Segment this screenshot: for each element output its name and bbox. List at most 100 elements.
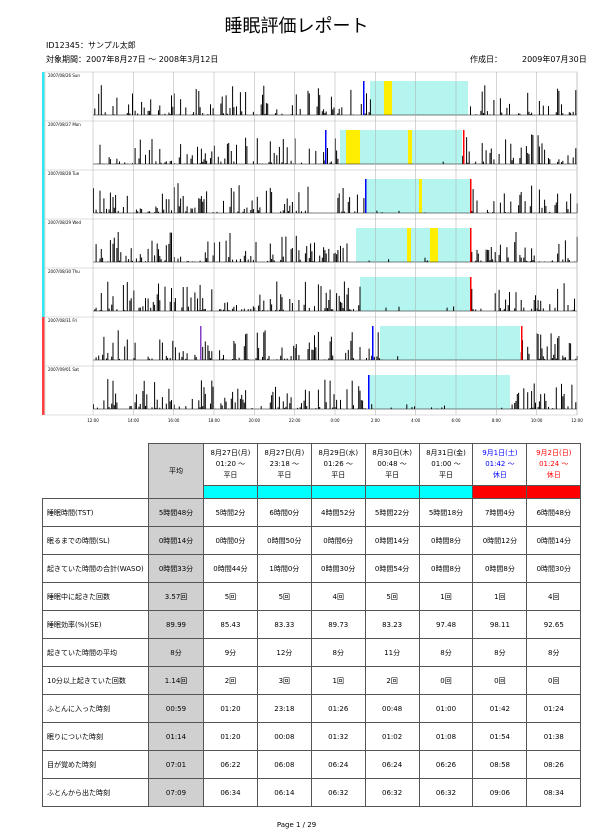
activity-texture bbox=[548, 406, 549, 409]
value: 0時間0分 bbox=[203, 526, 258, 555]
panel-label: 2007/09/01 Sat bbox=[48, 367, 79, 372]
value: 01:02 bbox=[364, 722, 420, 751]
activity-texture bbox=[246, 146, 248, 164]
activity-texture bbox=[224, 158, 226, 164]
activity-texture bbox=[250, 210, 252, 213]
activity-texture bbox=[102, 354, 104, 360]
activity-texture bbox=[538, 146, 540, 164]
activity-texture bbox=[178, 157, 180, 164]
activity-texture bbox=[133, 290, 135, 311]
value: 0時間54分 bbox=[364, 554, 420, 583]
activity-texture bbox=[234, 402, 236, 409]
activity-texture bbox=[236, 144, 237, 164]
activity-texture bbox=[308, 342, 310, 360]
value: 01:20 bbox=[203, 694, 258, 723]
value: 5回 bbox=[364, 582, 420, 611]
activity-texture bbox=[219, 350, 221, 360]
activity-texture bbox=[281, 162, 283, 164]
activity-texture bbox=[480, 260, 482, 262]
average: 01:14 bbox=[148, 722, 204, 751]
activity-texture bbox=[186, 206, 188, 213]
activity-texture bbox=[343, 211, 345, 213]
activity-texture bbox=[341, 107, 343, 115]
activity-texture bbox=[193, 112, 195, 115]
activity-texture bbox=[206, 191, 208, 213]
activity-texture bbox=[562, 113, 564, 115]
activity-texture bbox=[490, 247, 492, 262]
activity-texture bbox=[307, 349, 309, 360]
activity-texture bbox=[323, 247, 325, 262]
value: 08:26 bbox=[526, 750, 582, 779]
activity-texture bbox=[259, 294, 261, 311]
activity-texture bbox=[278, 146, 280, 164]
sleep-period bbox=[380, 326, 520, 360]
activity-texture bbox=[139, 307, 141, 311]
activity-texture bbox=[540, 394, 542, 409]
activity-texture bbox=[289, 205, 291, 213]
activity-texture bbox=[297, 407, 299, 409]
activity-texture bbox=[165, 199, 167, 213]
activity-texture bbox=[280, 355, 282, 360]
header-kind: 平日 bbox=[277, 471, 292, 479]
activity-texture bbox=[159, 300, 161, 311]
header-kind: 休日 bbox=[492, 471, 507, 479]
activity-texture bbox=[269, 141, 271, 164]
activity-texture bbox=[203, 309, 205, 311]
activity-texture bbox=[307, 90, 309, 115]
activity-texture bbox=[505, 139, 507, 164]
activity-texture bbox=[505, 212, 507, 213]
value: 01:54 bbox=[472, 722, 528, 751]
activity-texture bbox=[511, 404, 513, 409]
time-label: 0:00 bbox=[331, 418, 340, 423]
activity-texture bbox=[239, 92, 241, 115]
activity-texture bbox=[353, 405, 354, 409]
activity-texture bbox=[135, 209, 137, 213]
row-label: 睡眠効率(%)(SE) bbox=[42, 610, 149, 639]
average: 89.99 bbox=[148, 610, 204, 639]
activity-texture bbox=[99, 190, 101, 213]
activity-texture bbox=[128, 259, 130, 262]
activity-texture bbox=[516, 393, 518, 409]
activity-texture bbox=[107, 352, 109, 360]
table-row: 平均 8月27日(月) 01:20 ～平日 8月27日(月) 23:18 ～平日 8月29… bbox=[43, 443, 582, 499]
activity-texture bbox=[250, 308, 252, 311]
activity-texture bbox=[298, 250, 300, 262]
activity-texture bbox=[286, 358, 288, 360]
activity-texture bbox=[349, 309, 351, 311]
activity-texture bbox=[238, 185, 240, 213]
activity-texture bbox=[232, 359, 234, 360]
average: 8分 bbox=[148, 638, 204, 667]
activity-texture bbox=[336, 399, 338, 409]
activity-texture bbox=[147, 211, 149, 213]
activity-texture bbox=[147, 110, 149, 115]
activity-texture bbox=[321, 111, 323, 115]
activity-texture bbox=[550, 333, 552, 360]
activity-texture bbox=[499, 244, 501, 262]
activity-texture bbox=[315, 408, 317, 409]
activity-texture bbox=[256, 138, 258, 164]
activity-texture bbox=[180, 198, 182, 213]
activity-texture bbox=[519, 254, 521, 262]
average: 07:09 bbox=[148, 778, 204, 807]
activity-texture bbox=[503, 193, 505, 213]
activity-texture bbox=[332, 309, 334, 311]
activity-texture bbox=[333, 394, 335, 409]
activity-texture bbox=[294, 138, 296, 164]
value: 1回 bbox=[418, 582, 474, 611]
activity-texture bbox=[194, 354, 196, 360]
row-label: 眠りについた時刻 bbox=[42, 722, 149, 751]
activity-texture bbox=[488, 212, 490, 213]
activity-texture bbox=[108, 209, 110, 213]
activity-texture bbox=[549, 304, 551, 311]
value: 06:22 bbox=[203, 750, 258, 779]
activity-texture bbox=[548, 158, 549, 164]
activity-texture bbox=[276, 109, 278, 115]
value: 89.73 bbox=[310, 610, 366, 639]
activity-texture bbox=[541, 143, 543, 164]
activity-texture bbox=[532, 259, 534, 262]
activity-texture bbox=[366, 93, 367, 115]
activity-texture bbox=[115, 194, 117, 213]
activity-texture bbox=[295, 344, 297, 360]
activity-texture bbox=[156, 243, 158, 262]
activity-texture bbox=[220, 309, 222, 311]
